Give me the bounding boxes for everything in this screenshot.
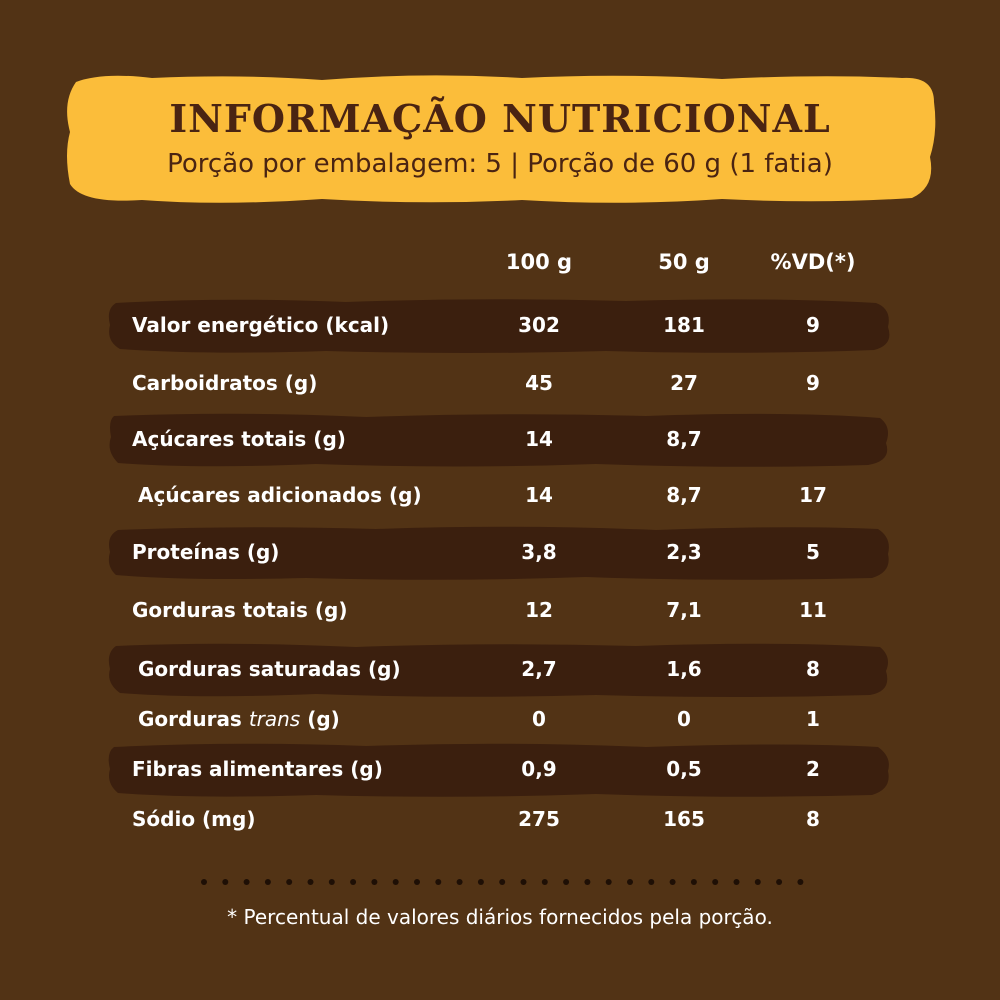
value-vd: 11 bbox=[799, 598, 827, 622]
table-row: Gorduras trans (g) 0 0 1 bbox=[0, 698, 1000, 742]
row-label: Carboidratos (g) bbox=[132, 371, 318, 395]
row-label: Proteínas (g) bbox=[132, 540, 280, 564]
divider-dot bbox=[563, 879, 570, 885]
divider-dot bbox=[690, 879, 697, 885]
divider-dot bbox=[584, 879, 591, 885]
divider-dot bbox=[414, 879, 420, 885]
row-label: Açúcares adicionados (g) bbox=[138, 483, 422, 507]
table-row: Açúcares totais (g) 14 8,7 bbox=[0, 413, 1000, 467]
value-50g: 8,7 bbox=[666, 483, 702, 507]
divider-dot bbox=[328, 879, 335, 885]
row-label: Gorduras totais (g) bbox=[132, 598, 348, 622]
divider-dot bbox=[392, 879, 399, 885]
value-100g: 2,7 bbox=[521, 657, 557, 681]
divider-dot bbox=[499, 879, 506, 885]
divider-dot bbox=[648, 879, 655, 885]
value-vd: 8 bbox=[806, 657, 820, 681]
table-row: Carboidratos (g) 45 27 9 bbox=[0, 362, 1000, 406]
value-50g: 165 bbox=[663, 807, 705, 831]
header-vd: %VD(*) bbox=[770, 250, 856, 274]
value-100g: 14 bbox=[525, 483, 553, 507]
value-100g: 3,8 bbox=[521, 540, 557, 564]
value-100g: 275 bbox=[518, 807, 560, 831]
value-50g: 7,1 bbox=[666, 598, 702, 622]
value-vd: 5 bbox=[806, 540, 820, 564]
row-stripe bbox=[108, 643, 889, 697]
value-100g: 45 bbox=[525, 371, 553, 395]
value-100g: 12 bbox=[525, 598, 553, 622]
divider-dot bbox=[222, 879, 229, 885]
divider-dot bbox=[286, 879, 293, 885]
divider-dot bbox=[371, 879, 378, 885]
table-row: Açúcares adicionados (g) 14 8,7 17 bbox=[0, 474, 1000, 518]
divider-dot bbox=[350, 879, 357, 885]
divider-dot bbox=[435, 879, 442, 885]
row-label: Gorduras saturadas (g) bbox=[138, 657, 401, 681]
divider-dot bbox=[307, 879, 314, 885]
row-stripe bbox=[108, 743, 889, 797]
table-header: 100 g 50 g %VD(*) bbox=[0, 250, 1000, 280]
divider-dot bbox=[243, 879, 250, 885]
value-vd: 1 bbox=[806, 707, 820, 731]
footnote: * Percentual de valores diários fornecid… bbox=[227, 905, 773, 929]
banner-shape bbox=[67, 75, 936, 203]
value-100g: 0,9 bbox=[521, 757, 557, 781]
row-stripe bbox=[108, 299, 890, 353]
page-title: INFORMAÇÃO NUTRICIONAL bbox=[169, 96, 831, 141]
row-label: Valor energético (kcal) bbox=[132, 313, 390, 337]
divider-dot bbox=[264, 879, 271, 885]
divider-dot bbox=[754, 879, 761, 885]
table-row: Proteínas (g) 3,8 2,3 5 bbox=[0, 526, 1000, 580]
value-100g: 0 bbox=[532, 707, 546, 731]
header-100g: 100 g bbox=[505, 250, 573, 274]
divider-dot bbox=[627, 879, 633, 885]
divider-dot bbox=[541, 879, 548, 885]
value-vd: 17 bbox=[799, 483, 827, 507]
dotted-divider bbox=[201, 879, 804, 885]
value-vd: 9 bbox=[806, 313, 820, 337]
value-vd: 9 bbox=[806, 371, 820, 395]
divider-dot bbox=[477, 879, 484, 885]
row-label-prefix: Gorduras bbox=[138, 707, 249, 731]
table-row: Gorduras totais (g) 12 7,1 11 bbox=[0, 589, 1000, 633]
value-100g: 14 bbox=[525, 427, 553, 451]
divider-dot bbox=[669, 879, 676, 885]
value-50g: 181 bbox=[663, 313, 705, 337]
row-label: Açúcares totais (g) bbox=[132, 427, 346, 451]
row-label: Gorduras trans (g) bbox=[138, 707, 340, 731]
value-50g: 27 bbox=[670, 371, 698, 395]
row-label-suffix: (g) bbox=[300, 707, 340, 731]
table-row: Valor energético (kcal) 302 181 9 bbox=[0, 299, 1000, 353]
value-50g: 0 bbox=[677, 707, 691, 731]
title-banner: INFORMAÇÃO NUTRICIONAL Porção por embala… bbox=[62, 72, 938, 206]
divider-dot bbox=[520, 879, 527, 885]
row-stripe bbox=[109, 413, 888, 467]
value-50g: 8,7 bbox=[666, 427, 702, 451]
divider-dot bbox=[456, 879, 463, 885]
divider-dot bbox=[201, 879, 207, 885]
row-label: Sódio (mg) bbox=[132, 807, 256, 831]
row-stripe bbox=[108, 526, 889, 580]
value-50g: 1,6 bbox=[666, 657, 702, 681]
portion-subtitle: Porção por embalagem: 5 | Porção de 60 g… bbox=[167, 149, 833, 179]
value-100g: 302 bbox=[518, 313, 560, 337]
table-row: Fibras alimentares (g) 0,9 0,5 2 bbox=[0, 743, 1000, 797]
header-50g: 50 g bbox=[658, 250, 710, 274]
value-vd: 8 bbox=[806, 807, 820, 831]
value-vd: 2 bbox=[806, 757, 820, 781]
divider-dot bbox=[733, 879, 740, 885]
divider-dot bbox=[797, 879, 804, 885]
row-label: Fibras alimentares (g) bbox=[132, 757, 383, 781]
value-50g: 2,3 bbox=[666, 540, 702, 564]
divider-dot bbox=[712, 879, 719, 885]
divider-dot bbox=[776, 879, 783, 885]
table-row: Sódio (mg) 275 165 8 bbox=[0, 798, 1000, 842]
value-50g: 0,5 bbox=[666, 757, 702, 781]
divider-dot bbox=[605, 879, 612, 885]
row-label-italic: trans bbox=[248, 707, 301, 731]
table-row: Gorduras saturadas (g) 2,7 1,6 8 bbox=[0, 643, 1000, 697]
